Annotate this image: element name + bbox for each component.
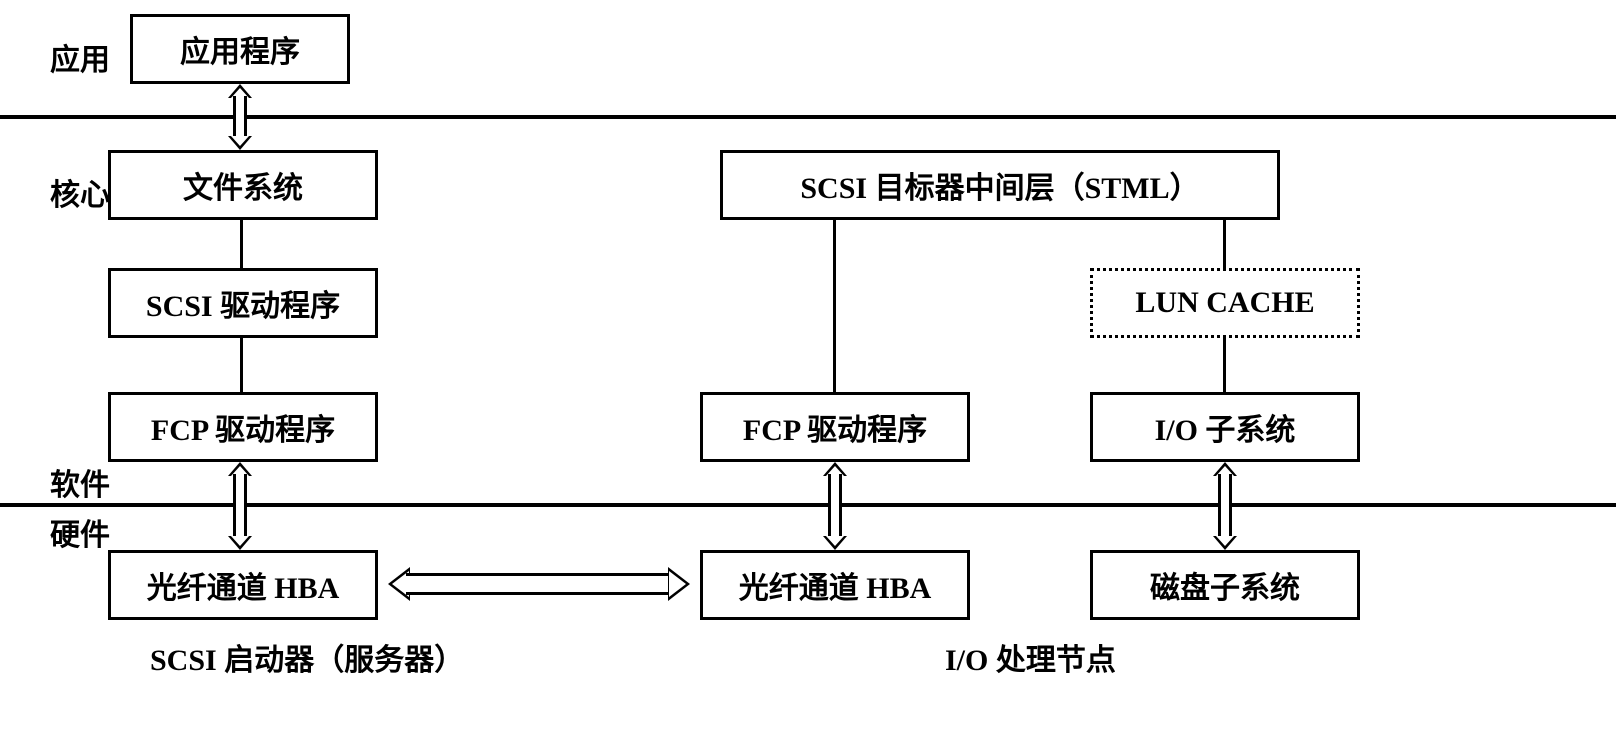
arrow-app-fs xyxy=(228,84,252,150)
box-disk-subsystem: 磁盘子系统 xyxy=(1090,550,1360,620)
label-right-title: I/O 处理节点 xyxy=(945,635,1116,679)
box-file-system: 文件系统 xyxy=(108,150,378,220)
box-fcp-driver-left: FCP 驱动程序 xyxy=(108,392,378,462)
box-fcp-driver-left-text: FCP 驱动程序 xyxy=(151,405,335,449)
label-kernel-layer: 核心 xyxy=(50,170,110,214)
line-lun-io xyxy=(1223,338,1226,392)
box-fc-hba-left: 光纤通道 HBA xyxy=(108,550,378,620)
box-fcp-driver-right-text: FCP 驱动程序 xyxy=(743,405,927,449)
line-fs-scsi xyxy=(240,220,243,268)
line-scsi-fcp xyxy=(240,338,243,392)
box-lun-cache-text: LUN CACHE xyxy=(1135,286,1314,320)
box-scsi-driver: SCSI 驱动程序 xyxy=(108,268,378,338)
label-app-layer: 应用 xyxy=(50,35,110,79)
box-lun-cache: LUN CACHE xyxy=(1090,268,1360,338)
arrow-io-disk xyxy=(1213,462,1237,550)
box-io-subsystem-text: I/O 子系统 xyxy=(1155,405,1296,449)
box-stml: SCSI 目标器中间层（STML） xyxy=(720,150,1280,220)
box-stml-text: SCSI 目标器中间层（STML） xyxy=(800,163,1199,207)
arrow-hba-hba xyxy=(388,567,690,601)
label-hardware: 硬件 xyxy=(50,510,110,554)
box-scsi-driver-text: SCSI 驱动程序 xyxy=(146,281,340,325)
arrow-fcp-hba-right xyxy=(823,462,847,550)
box-disk-subsystem-text: 磁盘子系统 xyxy=(1150,563,1300,607)
box-io-subsystem: I/O 子系统 xyxy=(1090,392,1360,462)
box-file-system-text: 文件系统 xyxy=(183,163,303,207)
box-fc-hba-right: 光纤通道 HBA xyxy=(700,550,970,620)
box-fc-hba-left-text: 光纤通道 HBA xyxy=(147,563,340,607)
line-stml-lun xyxy=(1223,220,1226,268)
box-fc-hba-right-text: 光纤通道 HBA xyxy=(739,563,932,607)
box-fcp-driver-right: FCP 驱动程序 xyxy=(700,392,970,462)
label-software: 软件 xyxy=(50,460,110,504)
label-left-title: SCSI 启动器（服务器） xyxy=(150,635,464,679)
box-app-program-text: 应用程序 xyxy=(180,27,300,71)
arrow-fcp-hba-left xyxy=(228,462,252,550)
line-stml-fcp xyxy=(833,220,836,392)
box-app-program: 应用程序 xyxy=(130,14,350,84)
